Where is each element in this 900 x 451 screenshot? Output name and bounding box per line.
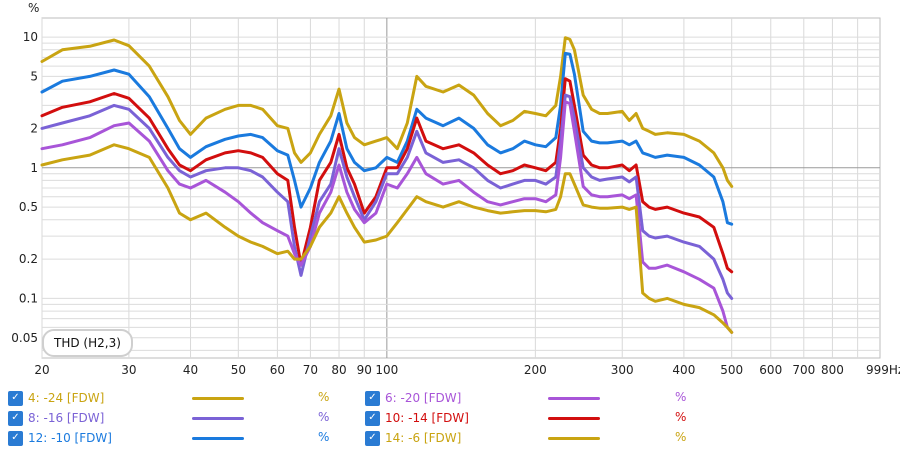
checkbox-icon[interactable]: ✓	[365, 430, 380, 446]
y-tick-label: 2	[30, 121, 38, 135]
legend-unit: %	[675, 410, 687, 424]
x-tick-labels: 20 30 40 50 60 70 80 90 100 200 300 400 500 600 700 800…	[34, 363, 900, 377]
series-line	[40, 93, 734, 300]
series-line	[40, 51, 734, 226]
legend-item-12[interactable]: ✓ 12: -10 [FDW]	[8, 428, 112, 448]
x-tick-label: 40	[183, 363, 198, 377]
legend-label: 14: -6 [FDW]	[385, 431, 462, 445]
x-tick-label: 100	[375, 363, 398, 377]
x-tick-label: 500	[720, 363, 743, 377]
y-tick-label: 10	[23, 30, 38, 44]
legend-label: 8: -16 [FDW]	[28, 411, 105, 425]
legend-unit: %	[318, 430, 330, 444]
x-tick-label: 800	[821, 363, 844, 377]
series-line	[40, 36, 734, 188]
measurement-tag[interactable]: THD (H2,3)	[42, 329, 133, 357]
y-tick-labels: 10 5 2 1 0.5 0.2 0.1 0.05	[11, 30, 38, 345]
checkbox-icon[interactable]: ✓	[8, 390, 23, 406]
x-tick-label: 700	[792, 363, 815, 377]
legend-item-6[interactable]: ✓ 6: -20 [FDW]	[365, 388, 461, 408]
thd-chart: % 10 5 2 1 0.5 0.2 0.1 0.05 20 30 40 50 60 70 80 90 100…	[11, 1, 900, 377]
checkbox-icon[interactable]: ✓	[365, 410, 380, 426]
legend-unit: %	[675, 390, 687, 404]
legend-label: 10: -14 [FDW]	[385, 411, 469, 425]
x-tick-label: 60	[270, 363, 285, 377]
legend: ✓ 4: -24 [FDW] % ✓ 8: -16 [FDW] % ✓ 12: …	[0, 386, 900, 451]
series-line	[40, 143, 734, 334]
y-tick-label: 0.05	[11, 331, 38, 345]
legend-item-4[interactable]: ✓ 4: -24 [FDW]	[8, 388, 104, 408]
checkbox-icon[interactable]: ✓	[365, 390, 380, 406]
y-tick-label: 0.2	[19, 252, 38, 266]
legend-unit: %	[318, 410, 330, 424]
legend-label: 4: -24 [FDW]	[28, 391, 105, 405]
x-tick-label: 20	[34, 363, 49, 377]
x-tick-label: 999Hz	[866, 363, 900, 377]
legend-item-10[interactable]: ✓ 10: -14 [FDW]	[365, 408, 469, 428]
legend-unit: %	[675, 430, 687, 444]
legend-item-14[interactable]: ✓ 14: -6 [FDW]	[365, 428, 461, 448]
legend-label: 12: -10 [FDW]	[28, 431, 112, 445]
x-tick-label: 300	[611, 363, 634, 377]
legend-item-8[interactable]: ✓ 8: -16 [FDW]	[8, 408, 104, 428]
y-tick-label: 0.1	[19, 291, 38, 305]
legend-swatch	[548, 417, 600, 420]
x-tick-label: 400	[672, 363, 695, 377]
legend-swatch	[192, 397, 244, 400]
series-line	[40, 77, 734, 274]
legend-unit: %	[318, 390, 330, 404]
legend-label: 6: -20 [FDW]	[385, 391, 462, 405]
legend-swatch	[192, 417, 244, 420]
y-axis-unit: %	[28, 1, 39, 15]
y-tick-label: 0.5	[19, 200, 38, 214]
legend-swatch	[548, 397, 600, 400]
x-tick-label: 200	[524, 363, 547, 377]
x-tick-label: 50	[231, 363, 246, 377]
legend-swatch	[192, 437, 244, 440]
x-tick-label: 600	[759, 363, 782, 377]
series-line	[40, 100, 734, 334]
y-tick-label: 1	[30, 161, 38, 175]
x-tick-label: 30	[121, 363, 136, 377]
legend-swatch	[548, 437, 600, 440]
checkbox-icon[interactable]: ✓	[8, 430, 23, 446]
measurement-tag-label: THD (H2,3)	[54, 336, 121, 350]
grid-lines	[41, 18, 880, 358]
y-tick-label: 5	[30, 69, 38, 83]
x-tick-label: 80	[331, 363, 346, 377]
x-tick-label: 90	[357, 363, 372, 377]
series-lines	[40, 36, 734, 334]
checkbox-icon[interactable]: ✓	[8, 410, 23, 426]
x-tick-label: 70	[303, 363, 318, 377]
